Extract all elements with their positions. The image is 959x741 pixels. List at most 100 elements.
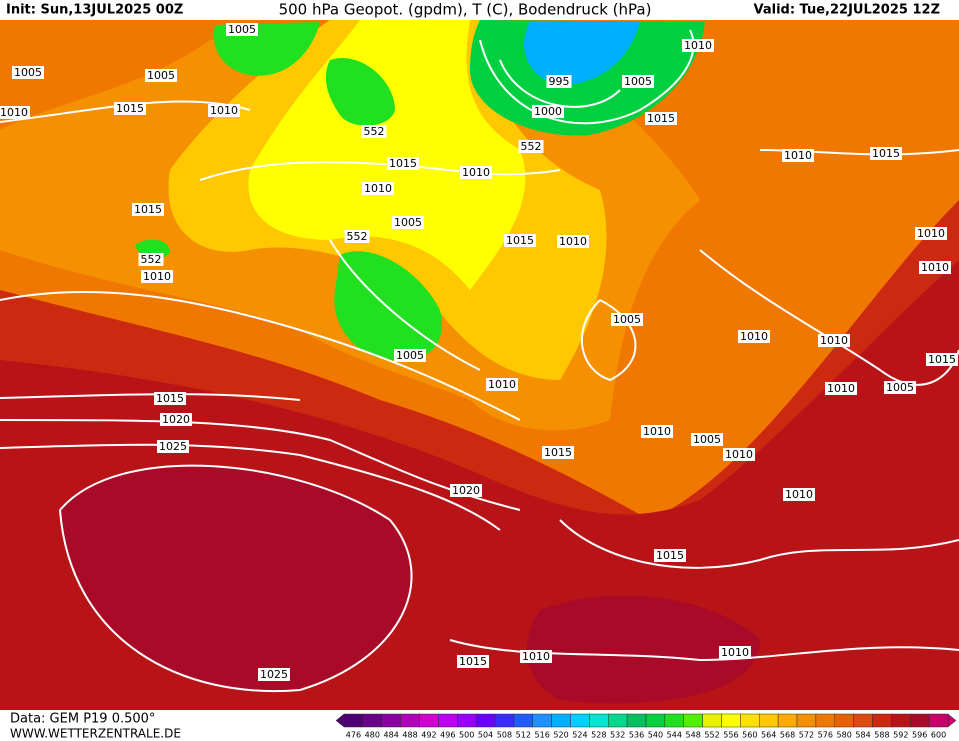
colorbar-box xyxy=(589,713,609,728)
colorbar-box xyxy=(419,713,439,728)
isobar-label: 1005 xyxy=(396,349,424,362)
colorbar-box xyxy=(721,713,741,728)
label-box xyxy=(160,413,192,426)
isobar-label: 1010 xyxy=(721,646,749,659)
isobar-label: 1005 xyxy=(147,69,175,82)
colorbar-label: 500 xyxy=(459,731,474,740)
colorbar-label: 508 xyxy=(497,731,512,740)
colorbar-label: 528 xyxy=(591,731,606,740)
label-box xyxy=(450,484,482,497)
isobar-label: 1025 xyxy=(159,440,187,453)
label-box xyxy=(611,313,643,326)
colorbar-box xyxy=(400,713,420,728)
label-box xyxy=(387,157,419,170)
isobar-label: 1015 xyxy=(928,353,956,366)
site: WWW.WETTERZENTRALE.DE xyxy=(10,727,181,741)
colorbar-box xyxy=(683,713,703,728)
colorbar-box xyxy=(645,713,666,728)
isobar-label: 1010 xyxy=(488,378,516,391)
colorbar-label: 592 xyxy=(893,731,908,740)
label-box xyxy=(157,440,189,453)
colorbar: 476 480 484 488 492 496 500 504 508 512 516 520 524 5… xyxy=(335,713,957,740)
colorbar-box xyxy=(362,713,382,728)
isobar-label: 1015 xyxy=(134,203,162,216)
label-box xyxy=(870,147,902,160)
isobar-label: 1005 xyxy=(613,313,641,326)
colorbar-box xyxy=(796,713,817,728)
colorbar-label: 512 xyxy=(516,731,531,740)
colorbar-label: 488 xyxy=(402,731,417,740)
label-box xyxy=(782,149,814,162)
label-box xyxy=(141,270,173,283)
label-box xyxy=(557,235,589,248)
colder-field xyxy=(248,20,526,290)
map-title: 500 hPa Geopot. (gpdm), T (C), Bodendruc… xyxy=(279,1,652,19)
isobar-label: 1010 xyxy=(522,650,550,663)
label-box xyxy=(362,182,394,195)
data-source: Data: GEM P19 0.500° xyxy=(10,712,155,727)
label-box xyxy=(825,382,857,395)
label-box xyxy=(226,23,258,36)
isobar-label: 1010 xyxy=(364,182,392,195)
colorbar-box xyxy=(702,713,722,728)
subtropical-high xyxy=(60,465,760,704)
map xyxy=(0,20,959,710)
colorbar-box xyxy=(928,713,949,728)
colorbar-label: 516 xyxy=(535,731,550,740)
colorbar-label: 560 xyxy=(742,731,757,740)
colorbar-label: 596 xyxy=(912,731,927,740)
label-box xyxy=(818,334,850,347)
label-box xyxy=(114,102,146,115)
isobar-label: 1015 xyxy=(544,446,572,459)
label-box xyxy=(0,106,30,119)
isobar-label: 552 xyxy=(141,253,162,266)
isobar-label: 1010 xyxy=(725,448,753,461)
isobar-label: 1010 xyxy=(210,104,238,117)
isobar-label: 1005 xyxy=(228,23,256,36)
isobar-label: 1015 xyxy=(647,112,675,125)
label-box xyxy=(926,353,958,366)
isobar-label: 1005 xyxy=(886,381,914,394)
label-box xyxy=(622,75,654,88)
colorbar-box xyxy=(664,713,684,728)
colorbar-label: 476 xyxy=(346,731,361,740)
colorbar-label: 576 xyxy=(818,731,833,740)
isobar-label: 1010 xyxy=(462,166,490,179)
colorbar-box xyxy=(532,713,552,728)
label-box xyxy=(919,261,951,274)
label-box xyxy=(542,446,574,459)
colorbar-box xyxy=(759,713,779,728)
header-bar xyxy=(0,0,959,20)
isobar-label: 1010 xyxy=(740,330,768,343)
label-box xyxy=(915,227,947,240)
isobar-label: 1025 xyxy=(260,668,288,681)
label-box xyxy=(457,655,489,668)
colorbar-label: 480 xyxy=(365,731,380,740)
colorbar-box xyxy=(475,713,496,728)
colorbar-label: 520 xyxy=(553,731,568,740)
label-box xyxy=(641,425,673,438)
label-box xyxy=(532,105,564,118)
isobar-label: 1015 xyxy=(389,157,417,170)
colorbar-box xyxy=(910,713,930,728)
colorbar-box xyxy=(777,713,798,728)
colorbar-box xyxy=(815,713,835,728)
colorbar-label: 584 xyxy=(855,731,870,740)
label-box xyxy=(392,216,424,229)
colorbar-box xyxy=(438,713,458,728)
isobar-label: 1015 xyxy=(506,234,534,247)
isobar-label: 1010 xyxy=(827,382,855,395)
label-box xyxy=(738,330,770,343)
colorbar-box xyxy=(551,713,571,728)
label-box xyxy=(884,381,916,394)
colorbar-box xyxy=(570,713,590,728)
isobar-label: 1010 xyxy=(917,227,945,240)
colorbar-box xyxy=(457,713,477,728)
colorbar-box xyxy=(891,713,911,728)
isobar-label: 1020 xyxy=(162,413,190,426)
isobar-label: 1010 xyxy=(921,261,949,274)
label-box xyxy=(132,203,164,216)
label-box xyxy=(504,234,536,247)
label-box xyxy=(645,112,677,125)
label-box xyxy=(486,378,518,391)
